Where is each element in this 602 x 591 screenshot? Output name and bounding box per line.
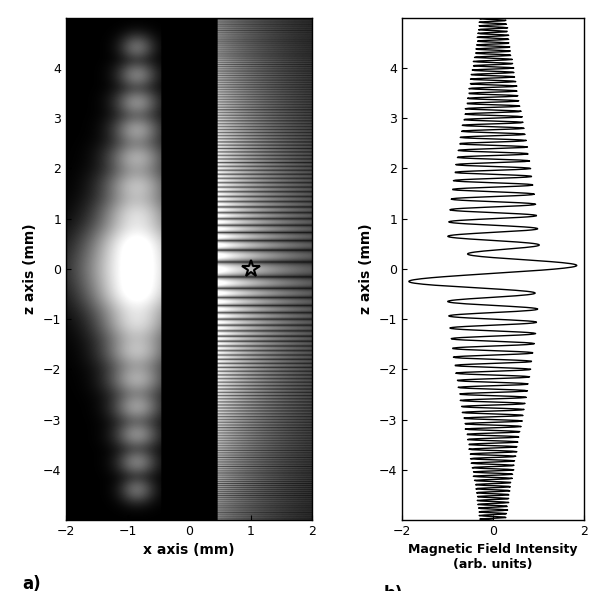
Y-axis label: z axis (mm): z axis (mm) (359, 223, 373, 314)
X-axis label: x axis (mm): x axis (mm) (143, 544, 235, 557)
Text: b): b) (384, 585, 403, 591)
Y-axis label: z axis (mm): z axis (mm) (23, 223, 37, 314)
X-axis label: Magnetic Field Intensity
(arb. units): Magnetic Field Intensity (arb. units) (408, 544, 578, 571)
Text: a): a) (22, 576, 40, 591)
